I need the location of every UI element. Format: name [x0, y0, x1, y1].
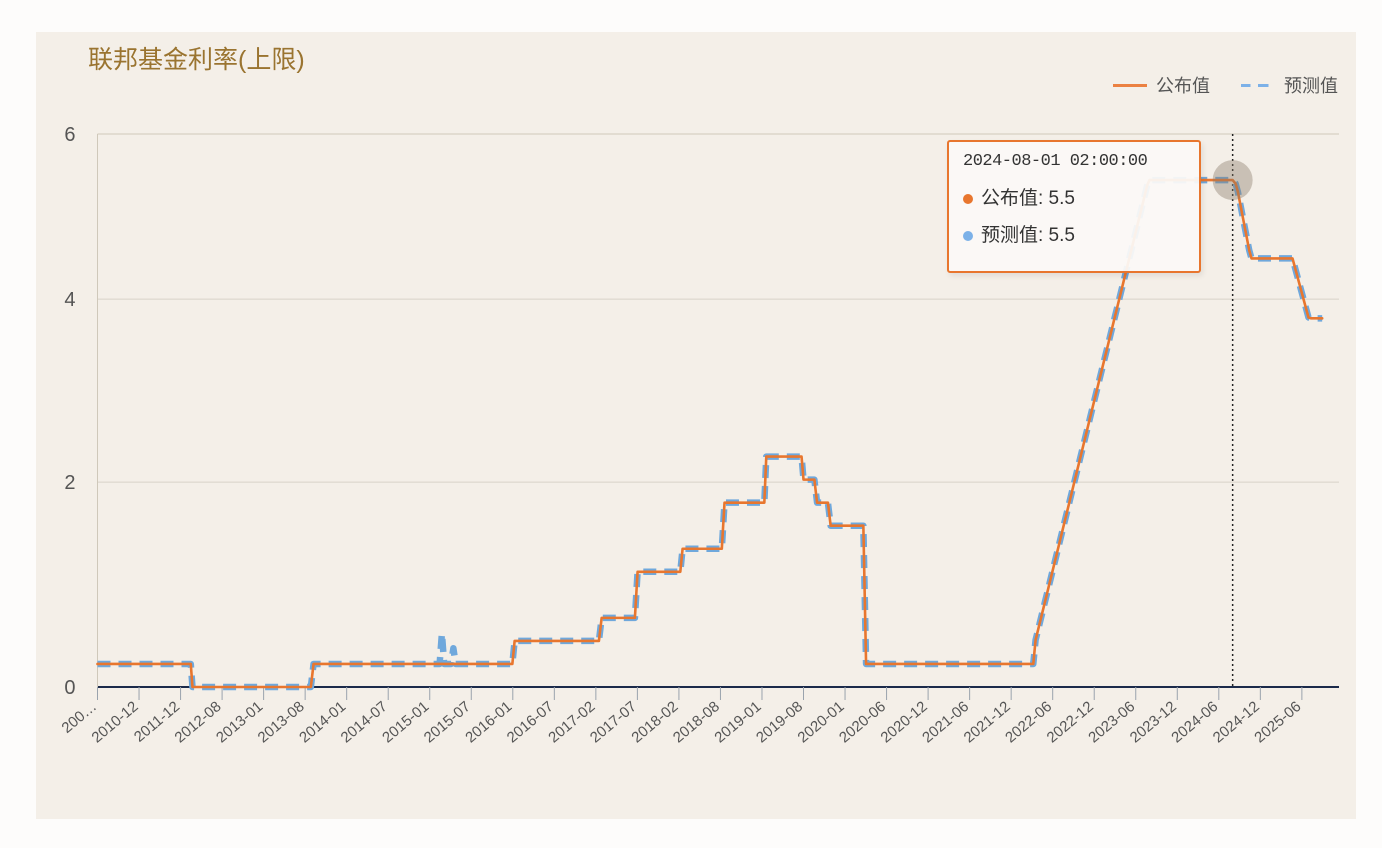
svg-text:2: 2	[64, 472, 75, 494]
svg-text:2010-12: 2010-12	[88, 698, 141, 746]
svg-text:4: 4	[64, 289, 75, 311]
svg-text:2025-06: 2025-06	[1251, 698, 1304, 746]
svg-text:0: 0	[64, 677, 75, 699]
svg-text:6: 6	[64, 124, 75, 146]
